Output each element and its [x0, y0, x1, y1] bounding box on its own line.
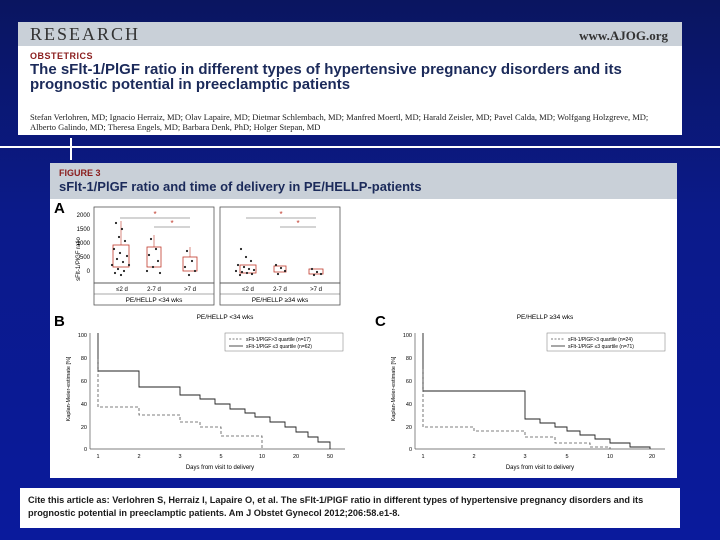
- figure-title: sFlt-1/PlGF ratio and time of delivery i…: [59, 179, 422, 194]
- boxplot: [273, 265, 287, 273]
- panel-c-xtick: 1: [421, 454, 424, 460]
- figure-label: FIGURE 3: [59, 168, 101, 178]
- citation-box: Cite this article as: Verlohren S, Herra…: [20, 488, 680, 528]
- figure-band: [50, 163, 677, 199]
- panel-c-xtick: 3: [523, 454, 526, 460]
- panel-c-xtick: 10: [607, 454, 613, 460]
- panel-b-xtick: 20: [293, 454, 299, 460]
- panel-a-ylabel: sFlt-1/PlGF ratio: [76, 237, 82, 281]
- panel-a-cat: 2-7 d: [147, 287, 161, 293]
- panel-b-ytick: 20: [81, 425, 87, 431]
- panel-b-ytick: 60: [81, 379, 87, 385]
- panel-c-legend: [546, 332, 666, 352]
- panel-b-legend: [224, 332, 344, 352]
- panel-a-cat: 2-7 d: [273, 287, 287, 293]
- divider-tick: [70, 138, 72, 160]
- panel-b-title: PE/HELLP <34 wks: [197, 314, 255, 321]
- panel-b-xtick: 1: [96, 454, 99, 460]
- panel-b-ylabel: Kaplan-Meier-estimate [%]: [66, 356, 72, 421]
- sig-star: *: [296, 219, 299, 228]
- panel-c-title: PE/HELLP ≥34 wks: [517, 314, 574, 321]
- panel-b-ytick: 100: [78, 333, 87, 339]
- panel-c-xtick: 5: [565, 454, 568, 460]
- panel-a-group-label: PE/HELLP <34 wks: [126, 297, 184, 304]
- panel-b-xtick: 5: [219, 454, 222, 460]
- panel-b-letter: B: [54, 313, 65, 330]
- sig-star: *: [279, 210, 282, 219]
- panel-b-xlabel: Days from visit to delivery: [186, 465, 254, 471]
- panel-a-cat: ≤2 d: [116, 287, 128, 293]
- divider-line: [0, 146, 720, 148]
- panel-a-ytick: 500: [80, 255, 91, 261]
- panel-b-xtick: 10: [259, 454, 265, 460]
- panel-c-xtick: 2: [472, 454, 475, 460]
- panel-c-ytick: 80: [406, 356, 412, 362]
- sig-star: *: [153, 210, 156, 219]
- journal-website: www.AJOG.org: [579, 28, 668, 43]
- panel-a-ytick: 2000: [77, 213, 91, 219]
- panel-b-xtick: 3: [178, 454, 181, 460]
- section-label: OBSTETRICS: [30, 51, 94, 61]
- km-curve-solid: [422, 333, 651, 449]
- panel-b-xtick: 2: [137, 454, 140, 460]
- panel-c-ytick: 100: [403, 333, 412, 339]
- panel-a-ytick: 1500: [77, 227, 91, 233]
- km-curve-solid: [97, 333, 331, 449]
- panel-b-ytick: 80: [81, 356, 87, 362]
- panel-a-cat: ≤2 d: [242, 287, 254, 293]
- panel-c-xtick: 20: [649, 454, 655, 460]
- panel-c-letter: C: [375, 313, 386, 330]
- panel-b-legend-entry: sFlt-1/PlGF>3 quartile (n=17): [246, 337, 311, 343]
- panel-c-ytick: 20: [406, 425, 412, 431]
- km-curve-dashed: [422, 369, 611, 449]
- panel-b-ytick: 0: [84, 447, 87, 453]
- panel-a-cat: >7 d: [310, 287, 322, 293]
- scatter-points: [110, 221, 323, 277]
- figure-graphics: A sFlt-1/PlGF ratio 2000 1500 1000 500 0…: [54, 200, 666, 471]
- km-curve-dashed: [97, 359, 263, 449]
- boxplot: [146, 246, 162, 268]
- panel-a-ytick: 1000: [77, 241, 91, 247]
- panel-b-xtick: 50: [327, 454, 333, 460]
- panel-a-ytick: 0: [87, 269, 91, 275]
- panel-c-ytick: 40: [406, 402, 412, 408]
- panel-c-legend-entry: sFlt-1/PlGF>3 quartile (n=24): [568, 337, 633, 343]
- article-title: The sFlt-1/PlGF ratio in different types…: [30, 61, 622, 93]
- panel-c-legend-entry: sFlt-1/PlGF ≤3 quartile (n=71): [568, 344, 634, 350]
- figure-panel: FIGURE 3 sFlt-1/PlGF ratio and time of d…: [50, 163, 677, 478]
- panel-a-group-label: PE/HELLP ≥34 wks: [252, 297, 309, 304]
- article-header: RESEARCH www.AJOG.org OBSTETRICS The sFl…: [18, 22, 682, 135]
- sig-star: *: [170, 219, 173, 228]
- research-band: [18, 22, 682, 46]
- panel-b-chart: PE/HELLP <34 wks Kaplan-Meier-estimate […: [66, 314, 345, 471]
- boxplot: [182, 256, 198, 272]
- panel-c-xlabel: Days from visit to delivery: [506, 465, 574, 471]
- panel-a-cat: >7 d: [184, 287, 196, 293]
- citation-text: Cite this article as: Verlohren S, Herra…: [28, 495, 644, 518]
- panel-b-ytick: 40: [81, 402, 87, 408]
- panel-a-chart: sFlt-1/PlGF ratio 2000 1500 1000 500 0 ≤…: [76, 206, 341, 306]
- boxplot: [308, 268, 324, 275]
- panel-a-letter: A: [54, 200, 65, 217]
- panel-c-ytick: 60: [406, 379, 412, 385]
- panel-c-ylabel: Kaplan-Meier-estimate [%]: [391, 356, 397, 421]
- panel-b-legend-entry: sFlt-1/PlGF ≤3 quartile (n=62): [246, 344, 312, 350]
- panel-c-chart: PE/HELLP ≥34 wks Kaplan-Meier-estimate […: [391, 314, 666, 471]
- article-authors: Stefan Verlohren, MD; Ignacio Herraiz, M…: [30, 112, 649, 132]
- journal-banner: RESEARCH: [30, 24, 141, 44]
- panel-c-ytick: 0: [409, 447, 412, 453]
